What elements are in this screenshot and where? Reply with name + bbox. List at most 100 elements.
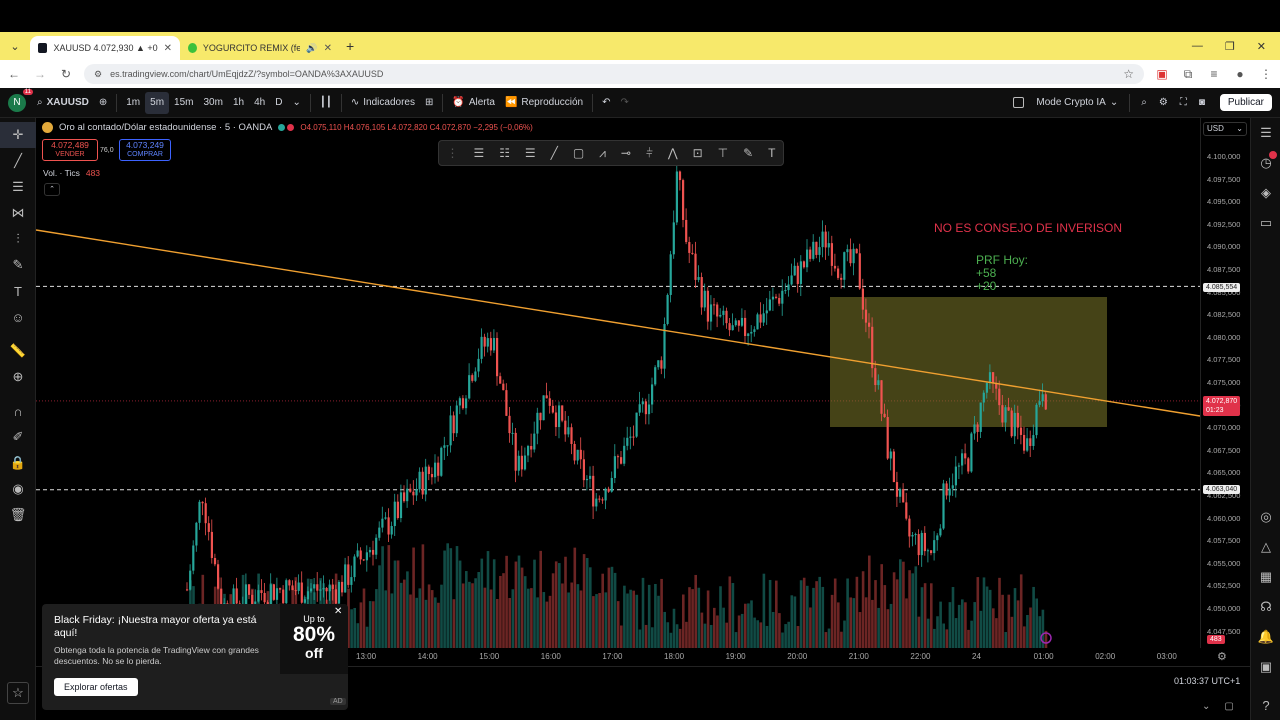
collapse-legend-button[interactable]: ⌃	[44, 183, 60, 196]
rectangle-icon[interactable]: ▢	[572, 146, 585, 160]
explore-offers-button[interactable]: Explorar ofertas	[54, 678, 138, 696]
site-info-icon[interactable]: ⚙	[94, 68, 103, 79]
trash-icon[interactable]: 🗑	[9, 507, 27, 522]
ideas-icon[interactable]: △	[1261, 539, 1271, 554]
compare-symbol-button[interactable]: ⊕	[98, 97, 108, 108]
long-position-icon[interactable]: ⫩	[645, 145, 653, 160]
axis-settings-icon[interactable]: ⚙	[1217, 651, 1227, 663]
reload-icon[interactable]: ↻	[60, 67, 72, 81]
price-axis[interactable]: USD ⌄ 4.100,000 4.097,500 4.095,000 4.092,50…	[1200, 118, 1250, 666]
projection-icon[interactable]: ⫶	[16, 231, 20, 246]
interval-1m[interactable]: 1m	[126, 97, 141, 108]
interval-15m[interactable]: 15m	[174, 97, 194, 108]
buy-button[interactable]: 4.073,249 COMPRAR	[119, 139, 171, 161]
forward-icon[interactable]: →	[34, 67, 46, 81]
media-icon[interactable]: ≡	[1210, 67, 1218, 81]
notifications-icon[interactable]: 🔔	[1257, 629, 1275, 644]
avatar[interactable]: N 11	[8, 88, 33, 112]
tab-search-icon[interactable]: ⌄	[10, 40, 20, 53]
legend-title[interactable]: Oro al contado/Dólar estadounidense · 5 …	[59, 122, 273, 133]
volume-legend[interactable]: Vol. · Tics 483	[43, 168, 100, 178]
bookmark-star-icon[interactable]: ☆	[1123, 67, 1134, 81]
list-alt-icon[interactable]: ☰	[524, 146, 536, 160]
brush-icon[interactable]: ✎	[743, 146, 754, 160]
hline-icon[interactable]: ⊸	[620, 146, 631, 160]
maximize-icon[interactable]: ❐	[1224, 40, 1235, 53]
calendar-icon[interactable]: ▦	[1259, 569, 1273, 584]
url-input[interactable]: ⚙ es.tradingview.com/chart/UmEqjdzZ/?sym…	[84, 64, 1144, 84]
fib-icon[interactable]: ☰	[12, 179, 24, 194]
minimize-icon[interactable]: —	[1191, 39, 1203, 52]
templates-button[interactable]: ⊞	[420, 92, 438, 114]
measure-icon[interactable]: ⊤	[717, 146, 729, 160]
magnet-icon[interactable]: ∩	[13, 403, 23, 419]
interval-1h[interactable]: 1h	[232, 97, 245, 108]
watchlist-icon[interactable]: ☰	[1260, 125, 1272, 140]
target-icon[interactable]: ◎	[1260, 509, 1272, 524]
window-close-icon[interactable]: ✕	[1256, 40, 1266, 53]
tab-close-icon[interactable]: ✕	[163, 42, 172, 54]
pattern-icon[interactable]: ⋈	[11, 205, 25, 220]
menu-icon[interactable]: ⋮	[1260, 67, 1272, 81]
interval-4h[interactable]: 4h	[254, 97, 266, 108]
extension-badge-icon[interactable]: ▣	[1156, 67, 1168, 81]
interval-d[interactable]: D	[275, 97, 283, 108]
prf-annotation[interactable]: PRF Hoy: +58 +20	[976, 254, 1028, 293]
chat-icon[interactable]: ▭	[1259, 215, 1273, 230]
pattern-icon[interactable]: ⩘	[599, 145, 606, 160]
alerts-clock-icon[interactable]: ◷	[1251, 148, 1280, 178]
symbol-search-button[interactable]: ⌕ XAUUSD	[32, 92, 94, 114]
snapshot-button[interactable]: ◙	[1194, 92, 1210, 114]
mode-crypto-toggle[interactable]: Mode Crypto IA ⌄	[1008, 92, 1123, 114]
chart-pane[interactable]	[36, 118, 1200, 666]
publish-button[interactable]: Publicar	[1219, 94, 1272, 111]
zoom-icon[interactable]: ⊕	[12, 369, 24, 384]
text-tool-icon[interactable]: T	[768, 146, 776, 160]
interval-dropdown-icon[interactable]: ⌄	[292, 97, 301, 108]
fullscreen-button[interactable]: ⛶	[1175, 92, 1192, 114]
price-range-icon[interactable]: ⊡	[692, 146, 703, 160]
list-icon[interactable]: ☷	[499, 146, 510, 160]
ruler-icon[interactable]: 📏	[9, 343, 27, 358]
brush-icon[interactable]: ✎	[12, 257, 24, 272]
speaker-icon[interactable]: 🔊	[306, 42, 318, 53]
redo-button[interactable]: ↷	[616, 92, 634, 114]
candlestick-chart[interactable]	[36, 118, 1200, 666]
collapse-panel-icon[interactable]: ⌄	[1202, 701, 1211, 712]
alert-button[interactable]: ⏰ Alerta	[447, 92, 500, 114]
promo-close-icon[interactable]: ✕	[334, 606, 343, 617]
eye-icon[interactable]: ◉	[12, 481, 24, 496]
warning-annotation[interactable]: NO ES CONSEJO DE INVERISON	[934, 221, 1123, 235]
text-icon[interactable]: T	[14, 283, 22, 299]
back-icon[interactable]: ←	[8, 67, 20, 81]
layers-icon[interactable]: ◈	[1261, 185, 1271, 200]
profile-icon[interactable]: ●	[1236, 67, 1244, 81]
align-left-icon[interactable]: ☰	[473, 146, 485, 160]
drag-handle-icon[interactable]: ⋮	[446, 146, 459, 160]
lock-drawings-icon[interactable]: ✐	[12, 429, 24, 444]
interval-30m[interactable]: 30m	[203, 97, 223, 108]
help-icon[interactable]: ?	[1262, 697, 1270, 713]
emoji-icon[interactable]: ☺	[11, 309, 25, 325]
replay-button[interactable]: ⏪ Reproducción	[500, 92, 588, 114]
line-icon[interactable]: ╱	[550, 146, 558, 160]
object-tree-icon[interactable]: ☆	[7, 682, 29, 704]
crosshair-icon[interactable]: ✛	[0, 122, 36, 148]
pine-icon[interactable]: ▣	[1259, 659, 1273, 674]
stream-icon[interactable]: ☊	[1260, 599, 1272, 614]
tab-tradingview[interactable]: XAUUSD 4.072,930 ▲ +0.19% I ✕	[30, 36, 180, 60]
maximize-panel-icon[interactable]: ▢	[1224, 701, 1234, 712]
extensions-icon[interactable]: ⧉	[1183, 66, 1193, 81]
chart-type-button[interactable]: ┃┃	[315, 92, 337, 114]
undo-button[interactable]: ↶	[597, 92, 615, 114]
trendline-icon[interactable]: ╱	[14, 153, 22, 168]
new-tab-icon[interactable]: +	[346, 38, 355, 54]
interval-5m[interactable]: 5m	[145, 91, 170, 114]
settings-button[interactable]: ⚙	[1154, 92, 1173, 114]
path-icon[interactable]: ⋀	[667, 146, 678, 160]
tab-close-icon[interactable]: ✕	[323, 42, 332, 54]
search-button[interactable]: ⌕	[1136, 92, 1152, 114]
lock-icon[interactable]: 🔒	[9, 455, 27, 470]
utc-clock[interactable]: 01:03:37 UTC+1	[1174, 676, 1241, 686]
currency-selector[interactable]: USD ⌄	[1203, 122, 1247, 136]
